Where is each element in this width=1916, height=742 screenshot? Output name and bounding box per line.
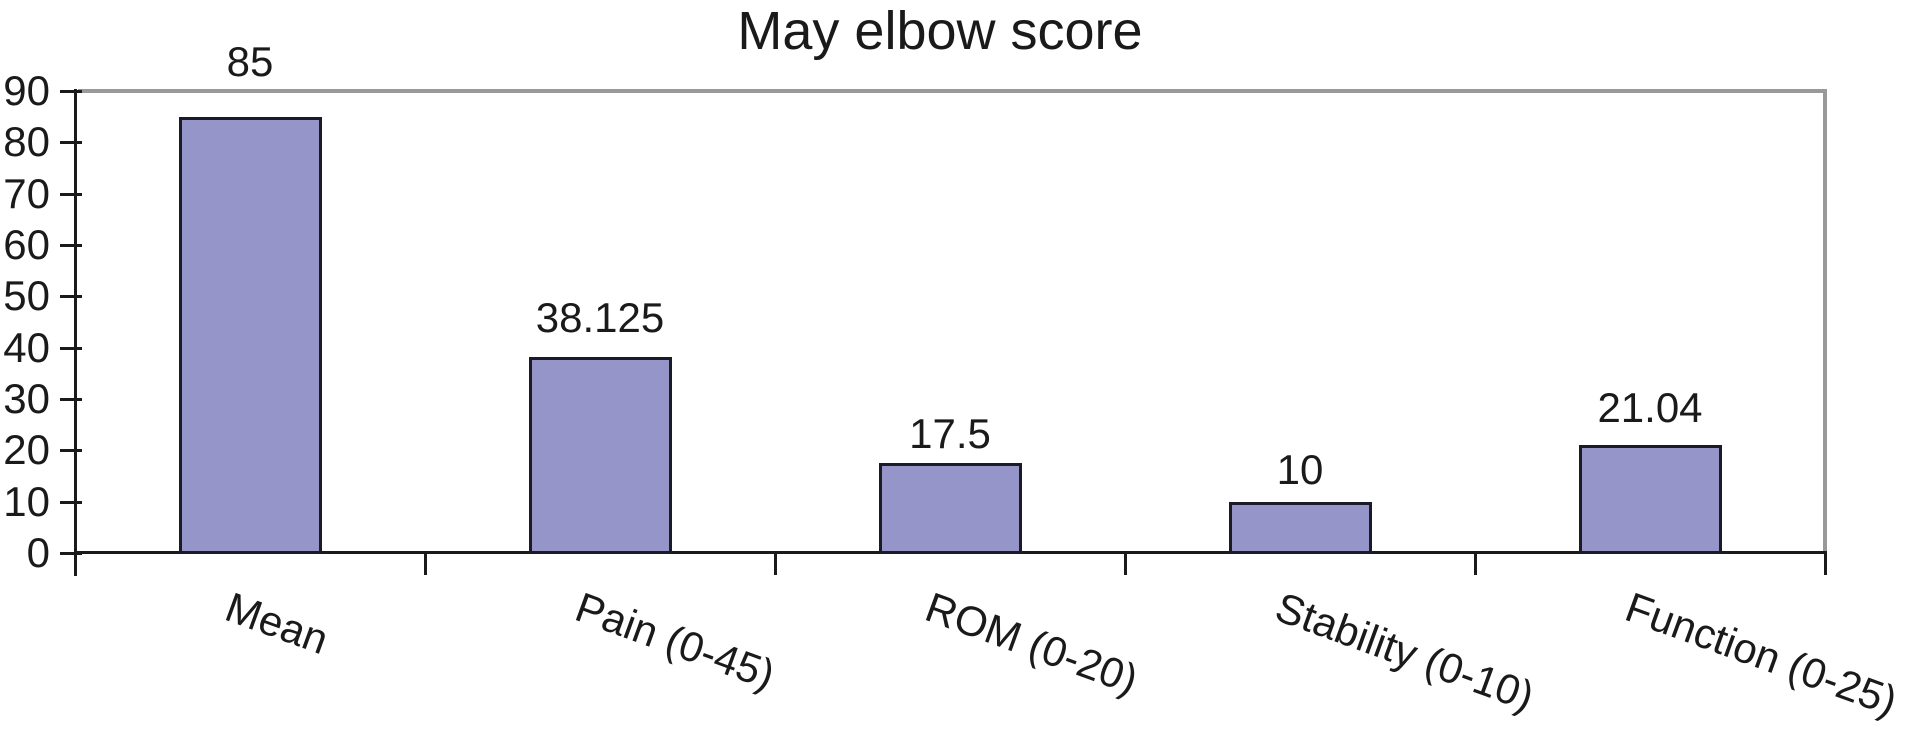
y-axis-tick [60,90,82,93]
y-axis-tick-label: 40 [3,324,50,371]
y-axis-tick [60,347,82,350]
y-axis-tick [60,193,82,196]
y-axis-tick [60,449,82,452]
y-axis-tick [60,501,82,504]
bar-stability-0-10 [1229,502,1372,554]
bar-value-label: 21.04 [1597,384,1703,431]
plot-border-top-gridline [78,89,1827,93]
y-axis-tick [60,295,82,298]
x-axis-tick [774,553,777,575]
x-axis-category-label: Pain (0-45) [569,583,781,699]
y-axis-tick [60,552,82,555]
bar-rom-0-20 [879,463,1022,554]
y-axis-tick [60,141,82,144]
plot-border-right [1823,89,1827,554]
x-axis-category-label: Stability (0-10) [1269,583,1541,720]
y-axis-tick-label: 70 [3,170,50,217]
y-axis-tick [60,244,82,247]
y-axis-tick-label: 20 [3,426,50,473]
y-axis-tick-label: 60 [3,221,50,268]
y-axis-tick-label: 30 [3,375,50,422]
y-axis-tick-label: 50 [3,272,50,319]
y-axis-tick-label: 10 [3,478,50,525]
y-axis-tick-label: 90 [3,67,50,114]
bar-value-label: 85 [226,38,274,85]
y-axis-line [74,89,77,576]
bar-value-label: 17.5 [909,410,991,457]
x-axis-category-label: ROM (0-20) [919,583,1145,704]
chart-title: May elbow score [737,1,1143,61]
x-axis-category-label: Mean [219,583,335,664]
bar-value-label: 38.125 [535,294,665,341]
bar-mean [179,117,322,554]
x-axis-tick [1474,553,1477,575]
bar-value-label: 10 [1276,446,1324,493]
y-axis-tick-label: 0 [26,529,50,576]
x-axis-tick [1124,553,1127,575]
x-axis-tick [74,553,77,575]
y-axis-tick-label: 80 [3,118,50,165]
x-axis-tick [1824,553,1827,575]
bar-pain-0-45 [529,357,672,554]
x-axis-tick [424,553,427,575]
y-axis-tick [60,398,82,401]
bar-function-0-25 [1579,445,1722,554]
x-axis-category-label: Function (0-25) [1619,583,1904,725]
